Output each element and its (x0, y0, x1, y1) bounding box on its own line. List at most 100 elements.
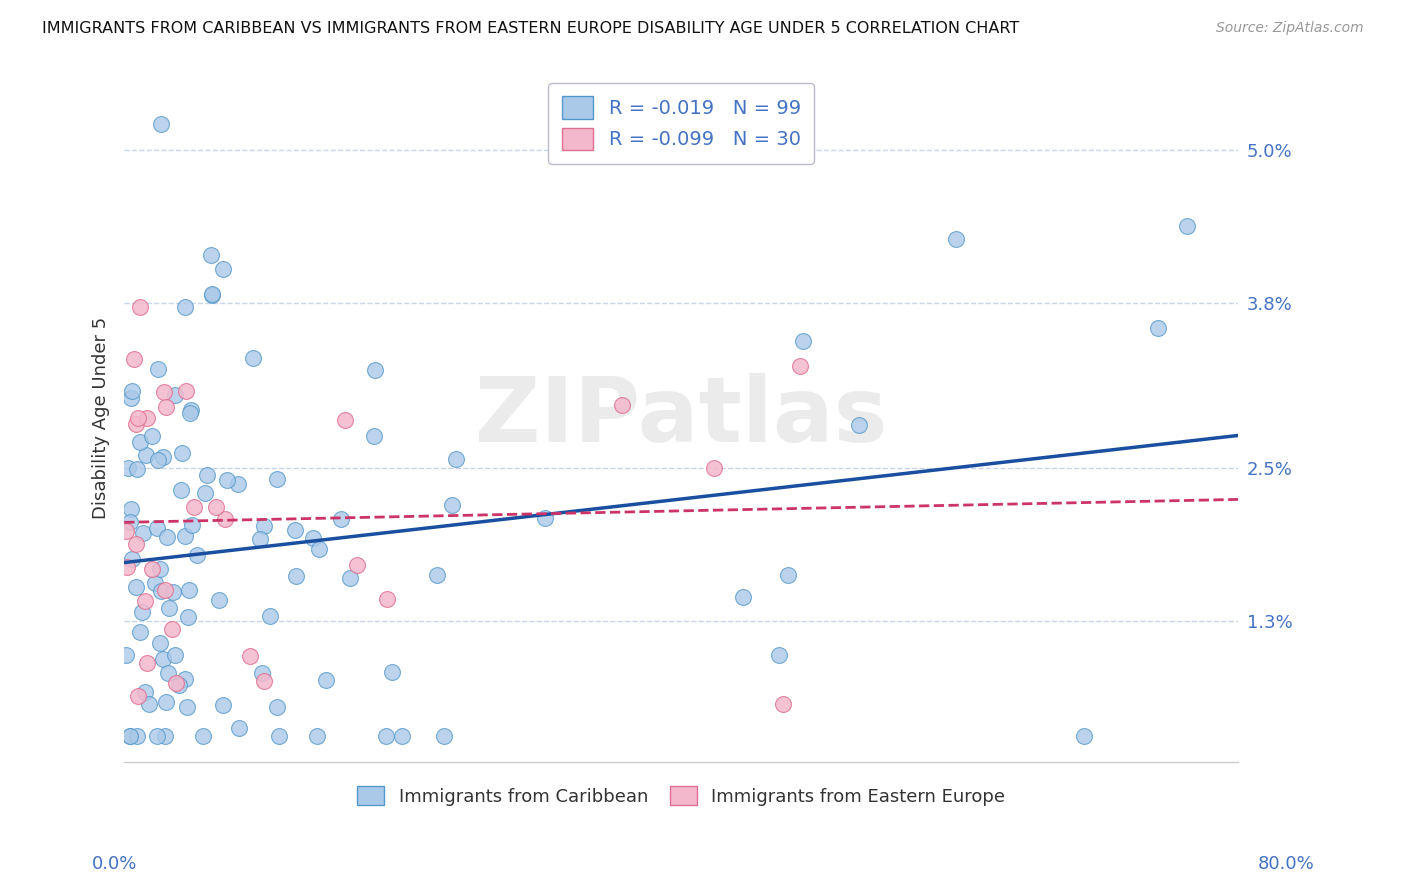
Point (363, 429, 385, 443)
Point (375, 591, 398, 606)
Point (183, 500, 205, 514)
Point (333, 413, 356, 427)
Point (201, 286, 224, 301)
Point (228, 722, 250, 736)
Point (127, 411, 149, 425)
Point (162, 585, 184, 599)
Point (768, 648, 790, 663)
Point (259, 609, 281, 624)
Point (134, 594, 156, 608)
Point (441, 498, 464, 512)
Point (772, 697, 794, 711)
Point (1073, 729, 1095, 743)
Point (129, 300, 152, 314)
Point (153, 384, 176, 399)
Point (135, 656, 157, 670)
Point (141, 562, 163, 576)
Point (179, 582, 201, 597)
Point (118, 729, 141, 743)
Point (174, 672, 197, 686)
Point (128, 434, 150, 449)
Point (141, 429, 163, 443)
Point (156, 530, 179, 544)
Point (120, 502, 142, 516)
Point (180, 517, 202, 532)
Point (143, 576, 166, 591)
Point (307, 729, 329, 743)
Point (120, 516, 142, 530)
Point (157, 601, 180, 615)
Point (269, 729, 291, 743)
Point (346, 558, 368, 572)
Point (703, 460, 725, 475)
Point (149, 562, 172, 576)
Point (150, 117, 173, 131)
Point (155, 400, 177, 414)
Point (1146, 321, 1168, 335)
Text: ZIPatlas: ZIPatlas (475, 374, 887, 461)
Point (239, 648, 262, 663)
Point (155, 729, 177, 743)
Point (391, 729, 413, 743)
Point (789, 359, 811, 374)
Point (167, 678, 190, 692)
Point (146, 362, 169, 376)
Point (284, 523, 307, 537)
Point (170, 483, 193, 497)
Point (945, 232, 967, 246)
Point (127, 461, 149, 475)
Text: IMMIGRANTS FROM CARIBBEAN VS IMMIGRANTS FROM EASTERN EUROPE DISABILITY AGE UNDER: IMMIGRANTS FROM CARIBBEAN VS IMMIGRANTS … (42, 21, 1019, 37)
Point (165, 675, 187, 690)
Point (146, 729, 169, 743)
Point (308, 542, 330, 557)
Text: 80.0%: 80.0% (1258, 855, 1315, 872)
Point (127, 689, 149, 703)
Point (160, 622, 183, 636)
Point (114, 524, 136, 538)
Point (163, 648, 186, 662)
Point (179, 406, 201, 420)
Point (129, 624, 152, 639)
Point (117, 461, 139, 475)
Point (174, 300, 197, 314)
Point (848, 417, 870, 432)
Text: Source: ZipAtlas.com: Source: ZipAtlas.com (1216, 21, 1364, 36)
Point (266, 700, 288, 714)
Point (212, 262, 235, 277)
Point (302, 531, 325, 545)
Point (152, 651, 174, 665)
Point (149, 635, 172, 649)
Point (174, 528, 197, 542)
Point (191, 729, 214, 743)
Point (135, 449, 157, 463)
Point (201, 287, 224, 301)
Point (118, 729, 141, 743)
Point (214, 512, 236, 526)
Point (125, 417, 148, 432)
Point (131, 605, 153, 619)
Point (215, 473, 238, 487)
Point (533, 511, 555, 525)
Point (212, 698, 235, 712)
Y-axis label: Disability Age Under 5: Disability Age Under 5 (93, 317, 110, 518)
Point (155, 695, 177, 709)
Point (197, 468, 219, 483)
Point (226, 477, 249, 491)
Point (208, 593, 231, 607)
Point (114, 648, 136, 663)
Point (174, 384, 197, 399)
Point (792, 334, 814, 348)
Point (1175, 219, 1198, 233)
Point (433, 729, 456, 743)
Point (426, 567, 449, 582)
Point (120, 391, 142, 405)
Point (180, 403, 202, 417)
Point (176, 699, 198, 714)
Point (315, 673, 337, 687)
Point (186, 548, 208, 562)
Point (374, 729, 396, 743)
Point (285, 568, 308, 582)
Point (131, 526, 153, 541)
Point (200, 248, 222, 262)
Point (146, 453, 169, 467)
